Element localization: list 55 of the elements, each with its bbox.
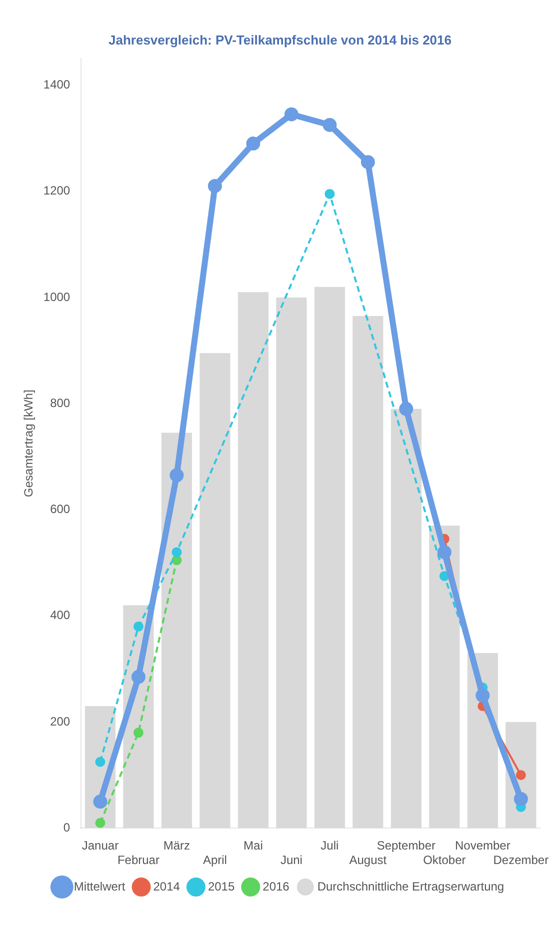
x-tick-label: September <box>376 838 436 853</box>
y-tick-label: 1200 <box>43 184 70 198</box>
x-tick-label: Januar <box>82 838 119 853</box>
x-tick-label: März <box>163 838 190 853</box>
y-tick-label: 400 <box>50 608 70 622</box>
bar <box>390 408 422 828</box>
point <box>360 155 375 170</box>
chart-title: Jahresvergleich: PV-Teilkampfschule von 2014 bis 2016 <box>108 32 452 48</box>
point <box>324 188 335 199</box>
point <box>437 545 452 560</box>
bar <box>314 286 345 828</box>
y-tick-label: 1000 <box>43 290 70 304</box>
x-tick-label: Juni <box>280 853 302 868</box>
y-axis-title: Gesamtertrag [kWh] <box>22 390 36 498</box>
point <box>399 402 414 416</box>
point <box>476 688 490 703</box>
x-tick-label: Februar <box>117 853 160 868</box>
point <box>514 792 528 806</box>
bar <box>200 353 230 828</box>
y-tick-label: 1400 <box>43 77 70 92</box>
y-tick-label: 200 <box>50 714 70 728</box>
bar <box>276 297 307 828</box>
bar <box>238 292 268 828</box>
point <box>95 818 106 828</box>
point <box>439 571 450 582</box>
point <box>322 118 337 132</box>
x-tick-label: Dezember <box>493 853 549 868</box>
x-tick-label: Oktober <box>423 853 466 868</box>
legend-label: 2014 <box>153 879 180 894</box>
point <box>172 547 182 558</box>
legend-label: 2015 <box>208 879 235 894</box>
x-tick-label: August <box>349 853 388 868</box>
legend-label: Durchschnittliche Ertragserwartung <box>317 879 504 894</box>
point <box>170 468 184 482</box>
bar <box>429 526 460 828</box>
legend-label: 2016 <box>262 879 290 894</box>
legend-label: Mittelwert <box>74 879 126 894</box>
point <box>133 728 144 738</box>
point <box>284 107 298 122</box>
point <box>246 136 260 151</box>
bar <box>161 432 192 828</box>
point <box>131 670 146 684</box>
x-tick-label: Juli <box>320 838 339 853</box>
point <box>95 756 106 767</box>
x-tick-label: November <box>454 838 510 853</box>
y-tick-label: 0 <box>63 820 70 835</box>
y-tick-label: 800 <box>50 396 70 410</box>
point <box>208 178 222 193</box>
point <box>516 770 526 780</box>
y-tick-label: 600 <box>50 502 70 516</box>
bar <box>352 316 384 828</box>
x-tick-label: Mai <box>244 838 263 853</box>
x-tick-label: April <box>202 853 227 868</box>
point <box>133 622 144 632</box>
point <box>93 794 108 809</box>
